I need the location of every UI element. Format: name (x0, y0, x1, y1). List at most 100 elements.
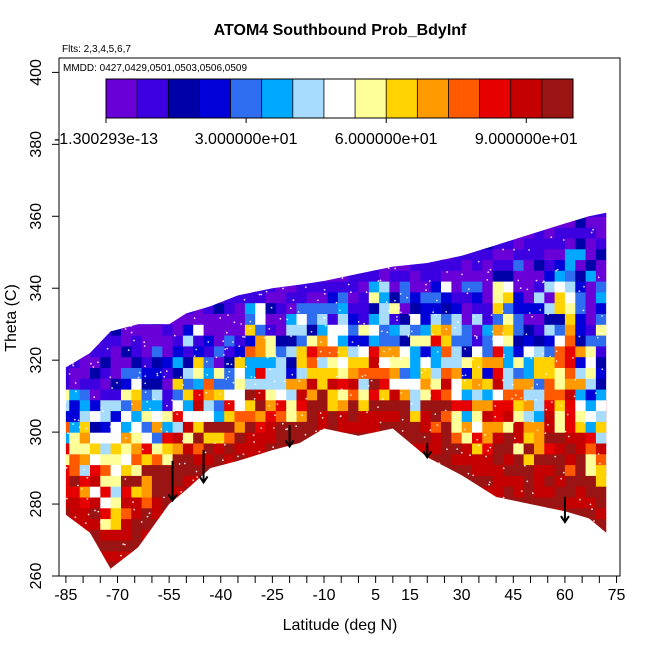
heatmap-cell (182, 421, 194, 433)
heatmap-cell (69, 388, 81, 401)
observation-dot (272, 427, 275, 429)
heatmap-cell (317, 496, 328, 509)
heatmap-cell (420, 518, 432, 530)
heatmap-cell (358, 335, 370, 347)
heatmap-cell (554, 212, 566, 217)
heatmap-cell (100, 227, 112, 239)
heatmap-cell (492, 496, 504, 509)
observation-dot (601, 368, 604, 371)
heatmap-cell (564, 345, 576, 358)
observation-dot (238, 345, 241, 348)
heatmap-cell (79, 475, 91, 487)
heatmap-cell (503, 216, 514, 228)
heatmap-cell (193, 291, 205, 304)
heatmap-cell (379, 486, 390, 498)
heatmap-cell (286, 216, 298, 228)
heatmap-cell (306, 227, 318, 239)
heatmap-cell (585, 259, 597, 271)
heatmap-cell (482, 464, 494, 476)
observation-dot (367, 385, 370, 387)
heatmap-cell (306, 518, 318, 530)
heatmap-cell (410, 453, 421, 466)
heatmap-cell (461, 227, 473, 239)
heatmap-cell (162, 259, 174, 271)
heatmap-cell (172, 518, 184, 530)
heatmap-cell (110, 227, 122, 239)
heatmap-cell (461, 442, 473, 455)
observation-dot (84, 522, 87, 524)
heatmap-cell (141, 464, 153, 476)
heatmap-cell (296, 281, 308, 293)
heatmap-cell (65, 518, 70, 530)
heatmap-cell (368, 227, 380, 239)
heatmap-cell (575, 227, 587, 239)
heatmap-cell (575, 518, 587, 530)
heatmap-cell (379, 302, 390, 314)
heatmap-cell (286, 561, 298, 569)
heatmap-cell (121, 345, 132, 358)
heatmap-cell (69, 561, 81, 569)
heatmap-cell (575, 475, 587, 487)
heatmap-cell (296, 259, 308, 271)
heatmap-cell (193, 432, 205, 444)
heatmap-cell (193, 212, 205, 217)
heatmap-cell (265, 367, 277, 379)
heatmap-cell (337, 410, 349, 422)
heatmap-cell (234, 529, 246, 541)
heatmap-cell (337, 421, 349, 433)
heatmap-cell (141, 432, 153, 444)
heatmap-cell (379, 550, 390, 563)
observation-dot (477, 444, 480, 447)
observation-dot (445, 311, 448, 313)
heatmap-cell (182, 270, 194, 282)
heatmap-cell (472, 518, 483, 530)
observation-dot (266, 356, 269, 359)
heatmap-cell (65, 313, 70, 325)
heatmap-cell (389, 335, 401, 347)
heatmap-cell (441, 378, 452, 390)
heatmap-cell (420, 270, 432, 282)
heatmap-cell (554, 475, 566, 487)
heatmap-cell (110, 212, 122, 217)
heatmap-cell (79, 367, 91, 379)
heatmap-cell (368, 281, 380, 293)
heatmap-cell (348, 561, 359, 569)
heatmap-cell (523, 486, 535, 498)
heatmap-cell (348, 335, 359, 347)
heatmap-cell (213, 475, 225, 487)
heatmap-cell (317, 212, 328, 217)
heatmap-cell (65, 475, 70, 487)
heatmap-cell (348, 486, 359, 498)
observation-dot (578, 335, 581, 338)
observation-dot (535, 399, 537, 401)
heatmap-cell (523, 507, 535, 520)
heatmap-cell (523, 270, 535, 282)
heatmap-cell (213, 335, 225, 347)
heatmap-cell (554, 367, 566, 379)
heatmap-cell (534, 367, 545, 379)
heatmap-cell (234, 486, 246, 498)
heatmap-cell (265, 281, 277, 293)
heatmap-cell (379, 212, 390, 217)
heatmap-cell (317, 572, 328, 583)
observation-dot (535, 279, 538, 282)
heatmap-cell (306, 378, 318, 390)
heatmap-cell (595, 302, 607, 314)
heatmap-cell (606, 216, 617, 227)
heatmap-cell (265, 270, 277, 282)
observation-dot (379, 279, 382, 282)
heatmap-cell (430, 399, 442, 412)
heatmap-cell (544, 388, 556, 401)
heatmap-cell (317, 313, 328, 325)
heatmap-cell (131, 212, 143, 217)
heatmap-cell (203, 237, 215, 250)
heatmap-cell (90, 486, 101, 498)
heatmap-cell (110, 259, 122, 271)
observation-dot (230, 363, 233, 366)
heatmap-cell (317, 356, 328, 368)
heatmap-cell (244, 237, 256, 250)
heatmap-cell (213, 410, 225, 422)
heatmap-cell (337, 345, 349, 358)
heatmap-cell (79, 561, 91, 569)
heatmap-cell (554, 421, 566, 433)
